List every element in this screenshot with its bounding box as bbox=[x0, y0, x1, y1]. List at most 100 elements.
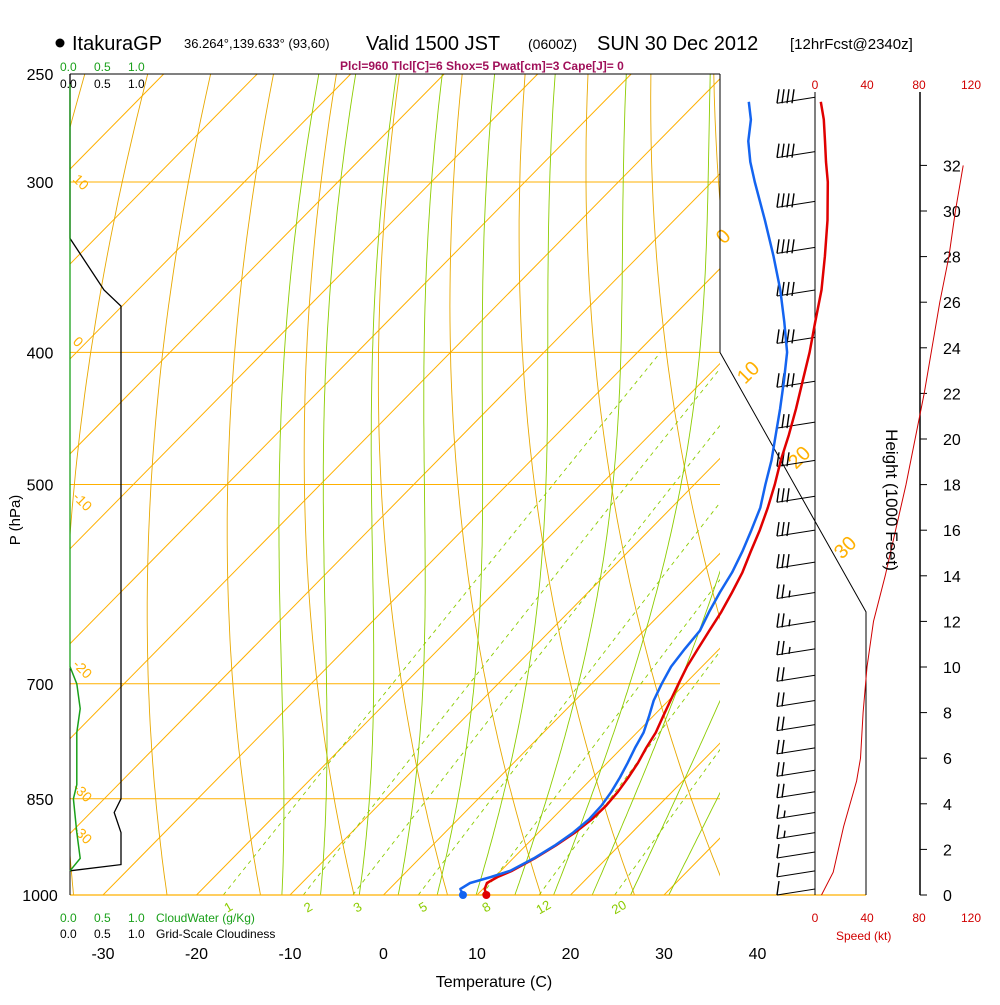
temperature-tick-label: 20 bbox=[562, 946, 580, 963]
cloud-water-tick-top: 0.5 bbox=[94, 60, 111, 74]
wind-barb-staff bbox=[777, 871, 815, 877]
wind-barb bbox=[777, 89, 815, 103]
wind-barb-full bbox=[782, 784, 784, 798]
wind-barb-full bbox=[782, 584, 784, 598]
wind-barb-full bbox=[782, 762, 784, 776]
wind-barb-full bbox=[782, 414, 784, 428]
cloudiness-label: Grid-Scale Cloudiness bbox=[156, 927, 275, 941]
dry-adiabat-line bbox=[147, 50, 216, 924]
wind-barb bbox=[777, 881, 815, 895]
temperature-tick-label: -10 bbox=[278, 946, 301, 963]
wind-barb-full bbox=[777, 805, 779, 819]
wind-barb bbox=[777, 784, 815, 798]
wind-barb-full bbox=[777, 844, 779, 858]
cloudiness-profile bbox=[70, 74, 121, 871]
wind-barb-full bbox=[792, 329, 794, 343]
wind-barb-full bbox=[777, 881, 779, 895]
speed-tick-bottom: 40 bbox=[860, 911, 874, 925]
mixing-ratio-line bbox=[482, 352, 895, 895]
wind-barb-staff bbox=[777, 833, 815, 839]
wind-barb-half bbox=[784, 811, 785, 818]
isotherm-label: -30 bbox=[70, 822, 96, 848]
height-tick-label: 22 bbox=[943, 386, 961, 403]
valid-date: SUN 30 Dec 2012 bbox=[597, 33, 758, 55]
temperature-tick-label: 10 bbox=[468, 946, 486, 963]
wind-barb bbox=[777, 329, 815, 343]
wind-barb bbox=[777, 692, 815, 706]
wind-barb-full bbox=[792, 193, 794, 207]
cloudiness-tick-bottom: 0.5 bbox=[94, 927, 111, 941]
mixing-ratio-label: 5 bbox=[416, 899, 430, 916]
dry-adiabat-line bbox=[962, 50, 1000, 924]
wind-barb-full bbox=[782, 329, 784, 343]
wind-barb-full bbox=[777, 488, 779, 502]
wind-barb bbox=[777, 740, 815, 754]
speed-tick-top: 40 bbox=[860, 78, 874, 92]
wind-barb-half bbox=[789, 619, 790, 626]
wind-barb-full bbox=[777, 784, 779, 798]
wind-panel: 0246810121416182022242628303200404080801… bbox=[720, 78, 981, 925]
height-tick-label: 4 bbox=[943, 797, 952, 814]
wind-barb-full bbox=[777, 717, 779, 731]
mixing-ratio-label: 20 bbox=[609, 897, 629, 917]
cloudiness-tick-bottom: 1.0 bbox=[128, 927, 145, 941]
surface-td-marker bbox=[459, 891, 467, 899]
wind-barb bbox=[777, 825, 815, 839]
station-name: ItakuraGP bbox=[72, 33, 162, 55]
wind-barb bbox=[777, 667, 815, 681]
clipped-grid bbox=[0, 50, 1000, 924]
wind-barb-full bbox=[782, 522, 784, 536]
dry-adiabat-line bbox=[304, 50, 361, 924]
wind-barb-full bbox=[777, 329, 779, 343]
isotherm-label: 30 bbox=[830, 532, 861, 563]
wind-barb-full bbox=[777, 89, 779, 103]
wind-barb-full bbox=[782, 717, 784, 731]
height-tick-label: 0 bbox=[943, 888, 952, 905]
wind-barb-full bbox=[777, 193, 779, 207]
wind-barb-full bbox=[782, 89, 784, 103]
temperature-tick-label: 30 bbox=[655, 946, 673, 963]
cloudiness-tick-top: 0.5 bbox=[94, 77, 111, 91]
forecast-label: [12hrFcst@2340z] bbox=[790, 36, 913, 53]
wind-barb-half bbox=[789, 647, 790, 654]
wind-barb bbox=[777, 414, 815, 428]
cloud-water-tick-bottom: 1.0 bbox=[128, 911, 145, 925]
wind-barb-full bbox=[777, 863, 779, 877]
moist-adiabat-line bbox=[430, 74, 495, 924]
wind-barb bbox=[777, 641, 815, 655]
cloudiness-tick-top: 1.0 bbox=[128, 77, 145, 91]
wind-barb-full bbox=[777, 825, 779, 839]
moist-adiabat-line bbox=[318, 74, 356, 924]
dry-adiabat-line bbox=[0, 50, 30, 924]
wind-barb-full bbox=[782, 740, 784, 754]
wind-barb-full bbox=[782, 667, 784, 681]
wind-barb-full bbox=[792, 144, 794, 158]
y-axis-label: P (hPa) bbox=[7, 495, 24, 546]
wind-barb bbox=[777, 522, 815, 536]
speed-tick-top: 80 bbox=[912, 78, 926, 92]
wind-barb-full bbox=[782, 488, 784, 502]
x-axis-label: Temperature (C) bbox=[436, 974, 552, 991]
speed-tick-top: 0 bbox=[812, 78, 819, 92]
mixing-ratio-line bbox=[418, 352, 837, 895]
wind-barb-full bbox=[782, 641, 784, 655]
wind-panel-outline bbox=[720, 352, 866, 895]
mixing-ratio-label: 2 bbox=[301, 899, 315, 916]
wind-barb bbox=[777, 193, 815, 207]
valid-time: Valid 1500 JST bbox=[366, 33, 500, 55]
height-tick-label: 32 bbox=[943, 158, 961, 175]
height-tick-label: 16 bbox=[943, 523, 961, 540]
height-tick-label: 20 bbox=[943, 432, 961, 449]
wind-barb-full bbox=[782, 144, 784, 158]
pressure-tick-label: 850 bbox=[27, 792, 54, 809]
wind-barb-full bbox=[777, 584, 779, 598]
wind-barb bbox=[777, 554, 815, 568]
station-dot-icon bbox=[56, 39, 65, 48]
wind-barb bbox=[777, 844, 815, 858]
cloud-water-tick-top: 0.0 bbox=[60, 60, 77, 74]
dry-adiabat-line bbox=[227, 50, 278, 924]
cloud-water-label: CloudWater (g/Kg) bbox=[156, 911, 255, 925]
station-coords: 36.264°,139.633° (93,60) bbox=[184, 36, 330, 51]
valid-zulu: (0600Z) bbox=[528, 36, 577, 52]
